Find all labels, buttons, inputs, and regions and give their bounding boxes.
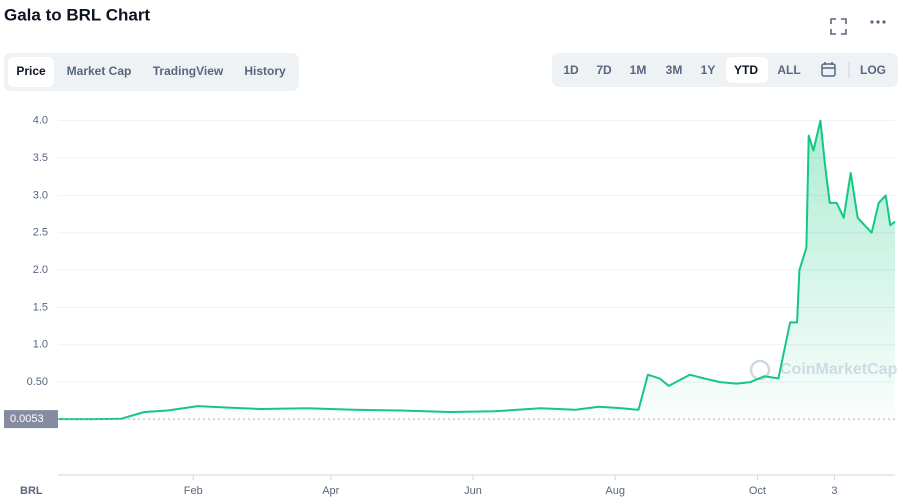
- y-tick-label: 4.0: [33, 115, 48, 127]
- x-tick-label: Oct: [749, 485, 766, 497]
- y-tick-label: 0.50: [27, 376, 48, 388]
- range[interactable]: 3M: [666, 63, 683, 77]
- range-selected-bg: [726, 57, 768, 83]
- more-icon[interactable]: [870, 20, 886, 24]
- calendar-icon[interactable]: [821, 62, 836, 77]
- tab[interactable]: Market Cap: [67, 64, 132, 78]
- y-tick-label: 1.0: [33, 339, 48, 351]
- x-axis-label: BRL: [20, 485, 43, 497]
- x-tick-label: Aug: [605, 485, 625, 497]
- range[interactable]: 7D: [596, 63, 612, 77]
- x-tick-label: Apr: [322, 485, 339, 497]
- y-tick-label: 2.0: [33, 264, 48, 276]
- price-marker-label: 0.0053: [10, 413, 44, 425]
- tab-selected-bg: [8, 57, 54, 87]
- range[interactable]: 1M: [630, 63, 647, 77]
- title: Gala to BRL Chart: [4, 5, 150, 24]
- y-tick-label: 2.5: [33, 227, 48, 239]
- fullscreen-icon[interactable]: [830, 18, 847, 35]
- range[interactable]: YTD: [734, 63, 758, 77]
- range[interactable]: 1D: [563, 63, 579, 77]
- range[interactable]: ALL: [777, 63, 800, 77]
- log-button[interactable]: LOG: [860, 63, 886, 77]
- y-tick-label: 3.5: [33, 152, 48, 164]
- y-tick-label: 1.5: [33, 301, 48, 313]
- tab-group: [4, 53, 299, 91]
- range[interactable]: 1Y: [701, 63, 716, 77]
- tab[interactable]: History: [244, 64, 286, 78]
- tab[interactable]: Price: [16, 64, 46, 78]
- y-tick-label: 3.0: [33, 189, 48, 201]
- x-tick-label: 3: [831, 485, 837, 497]
- price-marker-bg: [4, 410, 58, 429]
- area: [58, 120, 895, 420]
- tab[interactable]: TradingView: [153, 64, 224, 78]
- price-line: [58, 119, 896, 421]
- x-tick-label: Feb: [184, 485, 203, 497]
- range-group: [552, 53, 898, 87]
- x-tick-label: Jun: [464, 485, 482, 497]
